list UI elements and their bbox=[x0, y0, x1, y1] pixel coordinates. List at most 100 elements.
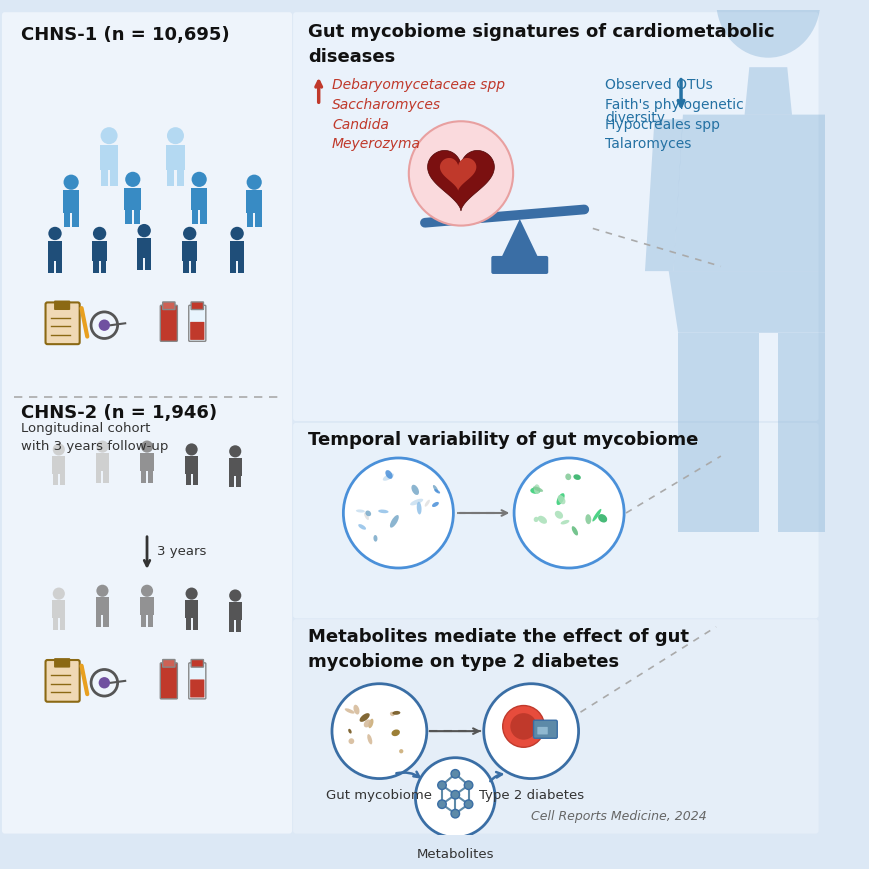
Polygon shape bbox=[52, 600, 65, 619]
Circle shape bbox=[450, 791, 459, 799]
Ellipse shape bbox=[392, 711, 400, 715]
Circle shape bbox=[141, 585, 153, 597]
Polygon shape bbox=[53, 619, 58, 630]
FancyBboxPatch shape bbox=[190, 680, 204, 698]
Circle shape bbox=[230, 228, 243, 241]
FancyBboxPatch shape bbox=[160, 306, 177, 342]
Ellipse shape bbox=[353, 705, 359, 714]
FancyBboxPatch shape bbox=[54, 302, 70, 310]
Ellipse shape bbox=[432, 502, 438, 507]
FancyBboxPatch shape bbox=[293, 423, 818, 619]
FancyBboxPatch shape bbox=[293, 13, 818, 421]
Ellipse shape bbox=[365, 511, 371, 517]
Circle shape bbox=[343, 459, 453, 568]
Polygon shape bbox=[96, 472, 102, 483]
Text: Temporal variability of gut mycobiome: Temporal variability of gut mycobiome bbox=[308, 430, 698, 448]
Polygon shape bbox=[190, 189, 207, 211]
Ellipse shape bbox=[533, 487, 542, 493]
FancyBboxPatch shape bbox=[45, 660, 80, 702]
Ellipse shape bbox=[348, 729, 351, 733]
Text: Metabolites mediate the effect of gut
mycobiome on type 2 diabetes: Metabolites mediate the effect of gut my… bbox=[308, 627, 688, 670]
Polygon shape bbox=[229, 602, 242, 620]
Circle shape bbox=[98, 320, 109, 331]
Circle shape bbox=[53, 444, 65, 456]
Polygon shape bbox=[229, 620, 234, 632]
Polygon shape bbox=[192, 474, 197, 486]
FancyBboxPatch shape bbox=[45, 303, 80, 345]
Polygon shape bbox=[777, 334, 858, 533]
Polygon shape bbox=[60, 619, 65, 630]
Circle shape bbox=[63, 176, 78, 190]
Polygon shape bbox=[124, 189, 141, 211]
Polygon shape bbox=[101, 171, 108, 187]
Polygon shape bbox=[246, 214, 253, 228]
Polygon shape bbox=[176, 171, 183, 187]
Polygon shape bbox=[148, 616, 153, 627]
FancyBboxPatch shape bbox=[491, 256, 547, 275]
FancyBboxPatch shape bbox=[189, 306, 206, 342]
FancyBboxPatch shape bbox=[163, 302, 175, 310]
Text: Metabolites: Metabolites bbox=[416, 847, 494, 859]
Polygon shape bbox=[440, 159, 476, 192]
Polygon shape bbox=[501, 220, 538, 260]
Ellipse shape bbox=[389, 712, 395, 716]
Polygon shape bbox=[49, 262, 54, 274]
Polygon shape bbox=[673, 116, 862, 272]
Polygon shape bbox=[235, 476, 241, 488]
Ellipse shape bbox=[391, 730, 400, 736]
Ellipse shape bbox=[399, 749, 403, 753]
Circle shape bbox=[415, 758, 494, 838]
Text: diversity: diversity bbox=[605, 110, 665, 125]
Polygon shape bbox=[141, 616, 146, 627]
Polygon shape bbox=[110, 171, 117, 187]
Circle shape bbox=[437, 781, 446, 790]
Polygon shape bbox=[235, 620, 241, 632]
Polygon shape bbox=[166, 146, 184, 171]
Polygon shape bbox=[56, 262, 62, 274]
Polygon shape bbox=[182, 242, 196, 262]
Polygon shape bbox=[72, 214, 78, 228]
Ellipse shape bbox=[715, 0, 819, 58]
Circle shape bbox=[185, 444, 197, 456]
Polygon shape bbox=[191, 211, 198, 225]
Circle shape bbox=[510, 713, 536, 740]
Polygon shape bbox=[60, 474, 65, 486]
Polygon shape bbox=[852, 120, 869, 272]
Text: Saccharomyces: Saccharomyces bbox=[332, 97, 441, 111]
Ellipse shape bbox=[363, 720, 371, 727]
Polygon shape bbox=[229, 459, 242, 476]
Ellipse shape bbox=[560, 521, 568, 525]
Ellipse shape bbox=[534, 485, 540, 494]
Ellipse shape bbox=[571, 527, 577, 536]
FancyBboxPatch shape bbox=[190, 322, 204, 341]
Circle shape bbox=[450, 809, 459, 818]
Polygon shape bbox=[185, 619, 190, 630]
Polygon shape bbox=[52, 456, 65, 474]
Circle shape bbox=[49, 228, 62, 241]
Circle shape bbox=[191, 173, 207, 188]
Circle shape bbox=[437, 800, 446, 808]
Polygon shape bbox=[96, 616, 102, 627]
Ellipse shape bbox=[409, 499, 422, 506]
Ellipse shape bbox=[434, 489, 440, 494]
Text: Gut mycobiome signatures of cardiometabolic
diseases: Gut mycobiome signatures of cardiometabo… bbox=[308, 23, 774, 65]
Polygon shape bbox=[190, 262, 196, 274]
Ellipse shape bbox=[433, 486, 437, 492]
Polygon shape bbox=[145, 258, 150, 271]
Circle shape bbox=[483, 684, 578, 779]
Circle shape bbox=[450, 770, 459, 779]
Ellipse shape bbox=[389, 515, 398, 528]
Ellipse shape bbox=[592, 509, 600, 522]
Polygon shape bbox=[644, 120, 682, 272]
Text: CHNS-2 (n = 1,946): CHNS-2 (n = 1,946) bbox=[21, 403, 216, 421]
Ellipse shape bbox=[382, 474, 394, 481]
Ellipse shape bbox=[585, 514, 591, 525]
Ellipse shape bbox=[348, 739, 354, 744]
Polygon shape bbox=[100, 146, 118, 171]
Polygon shape bbox=[53, 474, 58, 486]
Text: Meyerozyma: Meyerozyma bbox=[332, 137, 421, 151]
Ellipse shape bbox=[573, 474, 580, 481]
Circle shape bbox=[98, 677, 109, 688]
Polygon shape bbox=[140, 598, 154, 616]
Circle shape bbox=[464, 781, 472, 790]
